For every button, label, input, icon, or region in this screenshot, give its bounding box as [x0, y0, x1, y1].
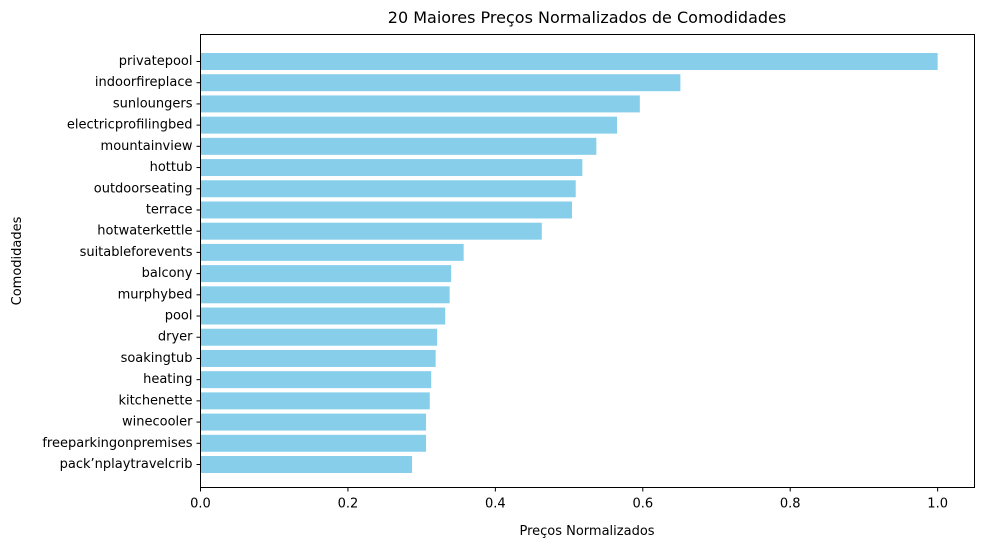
y-axis-label: Comodidades	[10, 216, 25, 305]
bar	[200, 392, 430, 410]
chart-title: 20 Maiores Preços Normalizados de Comodi…	[388, 8, 786, 27]
bar	[200, 456, 413, 473]
x-tick-label: 0.6	[632, 497, 653, 512]
x-tick-label: 0.4	[485, 497, 506, 512]
y-tick-label: suitableforevents	[80, 245, 193, 260]
bar	[200, 95, 640, 113]
y-tick-label: terrace	[146, 202, 193, 217]
y-tick-label: hottub	[150, 160, 193, 175]
y-tick-label: privatepool	[119, 54, 193, 69]
y-tick-label: outdoorseating	[94, 181, 193, 196]
y-tick-label: freeparkingonpremises	[42, 436, 192, 451]
y-tick-label: pool	[165, 309, 193, 324]
y-tick-label: balcony	[142, 266, 193, 281]
bars-group	[200, 53, 938, 473]
x-tick-label: 0.8	[780, 497, 801, 512]
bar	[200, 243, 464, 261]
plot-frame	[200, 34, 975, 488]
bar	[200, 137, 597, 155]
x-axis-ticks: 0.0 0.2 0.4 0.6 0.8 1.0	[190, 487, 948, 512]
bar	[200, 201, 573, 219]
x-tick-label: 0.2	[338, 497, 359, 512]
bar	[200, 371, 432, 389]
y-tick-label: winecooler	[122, 415, 193, 430]
bar	[200, 180, 576, 198]
x-tick-label: 1.0	[927, 497, 948, 512]
y-tick-label: kitchenette	[118, 393, 192, 408]
x-tick-label: 0.0	[190, 497, 211, 512]
bar	[200, 74, 681, 92]
y-tick-label: sunloungers	[113, 96, 193, 111]
bar	[200, 265, 452, 283]
bar	[200, 328, 438, 346]
y-tick-label: indoorfireplace	[95, 75, 193, 90]
y-tick-label: soakingtub	[121, 351, 193, 366]
y-tick-label: electricprofilingbed	[67, 118, 193, 133]
bar	[200, 53, 938, 70]
bar	[200, 286, 450, 304]
y-tick-label: murphybed	[118, 287, 193, 302]
y-tick-label: hotwaterkettle	[97, 224, 192, 239]
bar	[200, 349, 436, 367]
bar	[200, 413, 427, 431]
y-tick-label: mountainview	[101, 139, 193, 154]
y-tick-label: dryer	[158, 330, 193, 345]
bar	[200, 434, 427, 452]
bar	[200, 159, 583, 177]
y-tick-label: heating	[143, 372, 192, 387]
y-tick-label: pack’nplaytravelcrib	[60, 457, 193, 472]
bar	[200, 307, 446, 325]
bar	[200, 116, 617, 134]
x-axis-label: Preços Normalizados	[519, 524, 654, 539]
bar	[200, 222, 542, 240]
y-axis-ticks: privatepool indoorfireplace sunloungers ele…	[42, 54, 201, 472]
